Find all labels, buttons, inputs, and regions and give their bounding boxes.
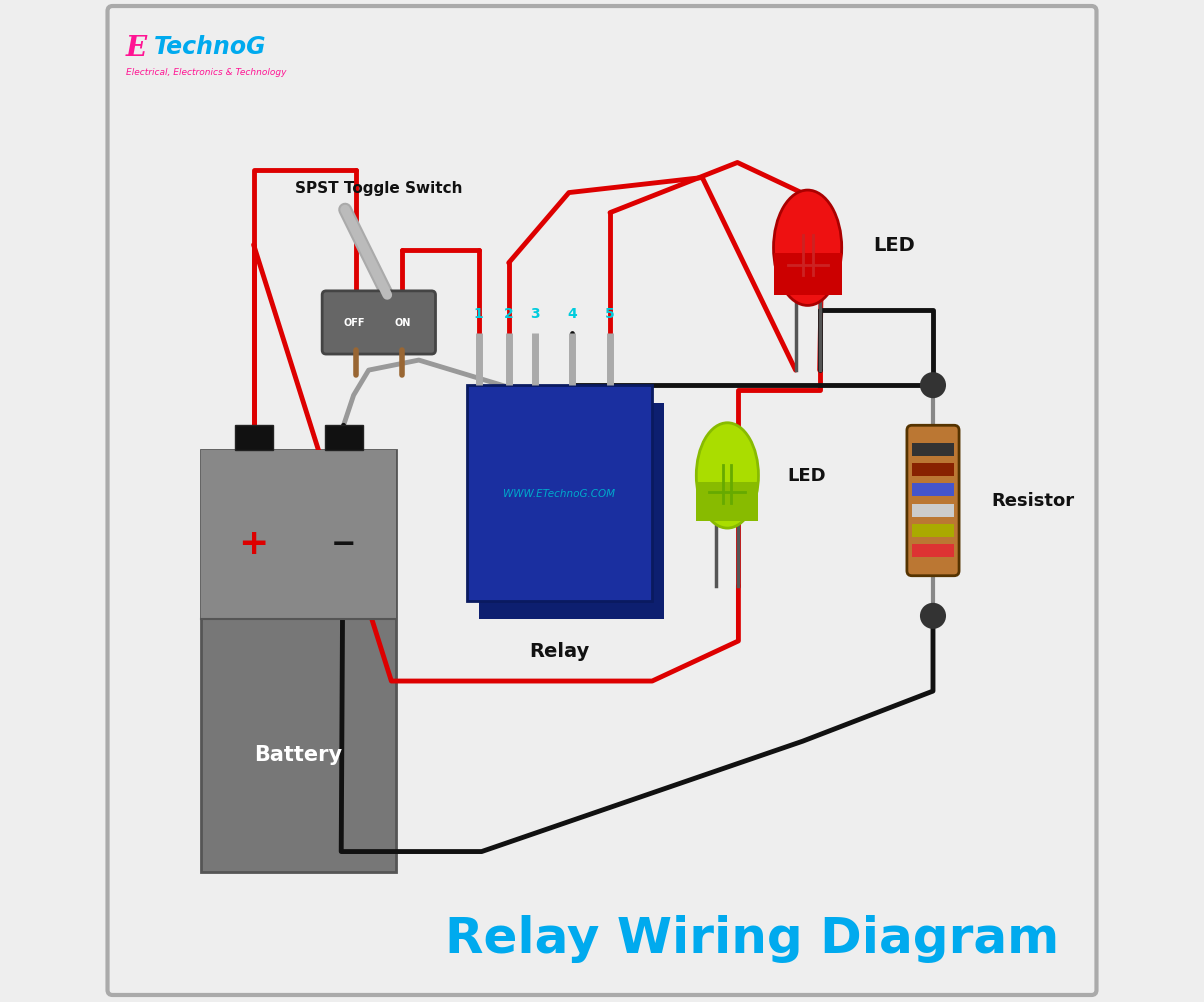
Ellipse shape	[773, 190, 842, 307]
FancyBboxPatch shape	[235, 426, 272, 451]
Text: SPST Toggle Switch: SPST Toggle Switch	[295, 180, 462, 195]
Text: 1: 1	[473, 307, 484, 321]
Text: +: +	[238, 526, 268, 560]
FancyBboxPatch shape	[907, 426, 960, 576]
Text: LED: LED	[787, 467, 826, 485]
FancyBboxPatch shape	[911, 444, 954, 457]
Text: LED: LED	[873, 236, 915, 255]
FancyBboxPatch shape	[911, 524, 954, 537]
FancyBboxPatch shape	[323, 292, 436, 355]
Text: 5: 5	[606, 307, 615, 321]
FancyBboxPatch shape	[911, 544, 954, 557]
FancyBboxPatch shape	[201, 451, 396, 619]
Text: Battery: Battery	[254, 743, 343, 764]
Ellipse shape	[696, 423, 759, 529]
FancyBboxPatch shape	[107, 7, 1097, 995]
FancyBboxPatch shape	[911, 504, 954, 517]
Text: Resistor: Resistor	[991, 492, 1074, 510]
Text: 3: 3	[530, 307, 539, 321]
Text: WWW.ETechnoG.COM: WWW.ETechnoG.COM	[503, 489, 615, 498]
FancyBboxPatch shape	[773, 254, 842, 296]
FancyBboxPatch shape	[201, 451, 396, 872]
Text: E: E	[125, 35, 147, 62]
Text: TechnoG: TechnoG	[154, 35, 266, 59]
Text: 4: 4	[567, 307, 577, 321]
FancyBboxPatch shape	[696, 483, 759, 521]
Text: 2: 2	[503, 307, 514, 321]
Text: OFF: OFF	[344, 319, 365, 328]
FancyBboxPatch shape	[479, 404, 665, 619]
FancyBboxPatch shape	[325, 426, 362, 451]
Text: Electrical, Electronics & Technology: Electrical, Electronics & Technology	[125, 68, 287, 77]
FancyBboxPatch shape	[911, 484, 954, 497]
Text: −: −	[331, 529, 356, 558]
Text: ON: ON	[395, 319, 412, 328]
Circle shape	[920, 373, 946, 399]
FancyBboxPatch shape	[467, 386, 653, 601]
Text: Relay: Relay	[530, 642, 590, 660]
FancyBboxPatch shape	[911, 464, 954, 477]
Circle shape	[920, 603, 946, 629]
Text: Relay Wiring Diagram: Relay Wiring Diagram	[445, 914, 1060, 962]
